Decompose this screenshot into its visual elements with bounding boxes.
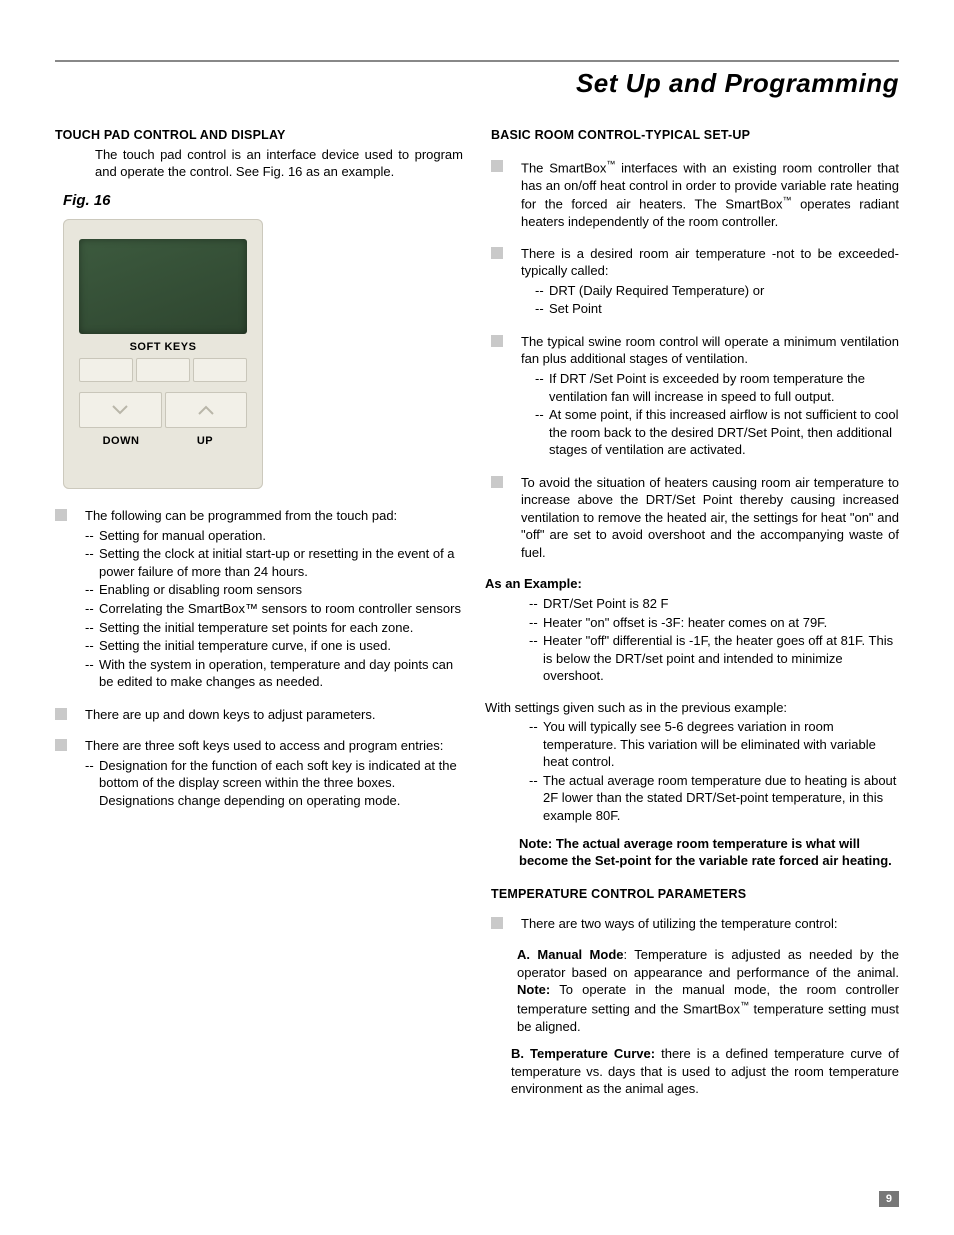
- dash-item: Designation for the function of each sof…: [85, 757, 463, 810]
- right-section-heading: BASIC ROOM CONTROL-TYPICAL SET-UP: [491, 127, 899, 144]
- bullet-block: There are two ways of utilizing the temp…: [491, 915, 899, 933]
- dash-item: Setting for manual operation.: [85, 527, 463, 545]
- right-column: BASIC ROOM CONTROL-TYPICAL SET-UP The Sm…: [491, 127, 899, 1108]
- example-list: DRT/Set Point is 82 F Heater "on" offset…: [529, 595, 899, 685]
- touchpad-screen: [79, 239, 247, 334]
- chevron-up-icon: [197, 404, 215, 416]
- bullet-body: To avoid the situation of heaters causin…: [521, 474, 899, 562]
- down-up-labels: DOWN UP: [79, 434, 247, 449]
- square-bullet-icon: [55, 708, 67, 720]
- softkeys-row: [79, 358, 247, 382]
- mode-a-label: A. Manual Mode: [517, 947, 624, 962]
- bullet-lead: There are three soft keys used to access…: [85, 738, 443, 753]
- bullet-block: The following can be programmed from the…: [55, 507, 463, 691]
- softkey: [79, 358, 133, 382]
- dash-item: Setting the initial temperature set poin…: [85, 619, 463, 637]
- left-intro: The touch pad control is an interface de…: [95, 146, 463, 181]
- left-column: TOUCH PAD CONTROL AND DISPLAY The touch …: [55, 127, 463, 1108]
- arrow-keys-row: [79, 392, 247, 428]
- bullet-lead: There is a desired room air temperature …: [521, 246, 899, 279]
- settings-list: You will typically see 5-6 degrees varia…: [529, 718, 899, 824]
- dash-list: Setting for manual operation. Setting th…: [85, 527, 463, 691]
- columns: TOUCH PAD CONTROL AND DISPLAY The touch …: [55, 127, 899, 1108]
- temp-params-heading: TEMPERATURE CONTROL PARAMETERS: [491, 886, 899, 903]
- example-heading: As an Example:: [485, 575, 899, 593]
- dash-list: DRT (Daily Required Temperature) or Set …: [535, 282, 899, 318]
- square-bullet-icon: [55, 509, 67, 521]
- dash-item: Setting the clock at initial start-up or…: [85, 545, 463, 580]
- square-bullet-icon: [55, 739, 67, 751]
- left-section-heading: TOUCH PAD CONTROL AND DISPLAY: [55, 127, 463, 144]
- note-block: Note: The actual average room temperatur…: [519, 835, 899, 870]
- dash-item: Correlating the SmartBox™ sensors to roo…: [85, 600, 463, 618]
- chevron-down-icon: [111, 404, 129, 416]
- softkeys-label: SOFT KEYS: [79, 340, 247, 355]
- square-bullet-icon: [491, 247, 503, 259]
- dash-list: If DRT /Set Point is exceeded by room te…: [535, 370, 899, 459]
- bullet-lead: To avoid the situation of heaters causin…: [521, 475, 899, 560]
- dash-item: With the system in operation, temperatur…: [85, 656, 463, 691]
- square-bullet-icon: [491, 160, 503, 172]
- dash-item: If DRT /Set Point is exceeded by room te…: [535, 370, 899, 405]
- bullet-body: The SmartBox™ interfaces with an existin…: [521, 158, 899, 231]
- mode-b-paragraph: B. Temperature Curve: there is a defined…: [511, 1045, 899, 1098]
- bullet-lead: There are up and down keys to adjust par…: [85, 707, 376, 722]
- mode-b-label: B. Temperature Curve:: [511, 1046, 655, 1061]
- dash-list: Designation for the function of each sof…: [85, 757, 463, 810]
- bullet-block: The typical swine room control will oper…: [491, 333, 899, 460]
- bullet-body: The following can be programmed from the…: [85, 507, 463, 691]
- touchpad-illustration: SOFT KEYS DOWN UP: [63, 219, 263, 489]
- square-bullet-icon: [491, 476, 503, 488]
- settings-lead: With settings given such as in the previ…: [485, 699, 899, 717]
- bullet-body: The typical swine room control will oper…: [521, 333, 899, 460]
- page-number: 9: [879, 1191, 899, 1207]
- up-key: [165, 392, 248, 428]
- softkey: [193, 358, 247, 382]
- bullet-body: There are three soft keys used to access…: [85, 737, 463, 810]
- dash-item: DRT/Set Point is 82 F: [529, 595, 899, 613]
- square-bullet-icon: [491, 335, 503, 347]
- bullet-body: There is a desired room air temperature …: [521, 245, 899, 319]
- bullet-lead: The following can be programmed from the…: [85, 508, 397, 523]
- dash-item: Heater "on" offset is -3F: heater comes …: [529, 614, 899, 632]
- down-label: DOWN: [79, 434, 163, 449]
- dash-item: You will typically see 5-6 degrees varia…: [529, 718, 899, 771]
- up-label: UP: [163, 434, 247, 449]
- dash-item: DRT (Daily Required Temperature) or: [535, 282, 899, 300]
- trademark-icon: ™: [740, 1000, 749, 1010]
- bullet-block: There are up and down keys to adjust par…: [55, 706, 463, 724]
- mode-a-note-label: Note:: [517, 982, 550, 997]
- dash-item: Set Point: [535, 300, 899, 318]
- figure-label: Fig. 16: [63, 191, 463, 211]
- bullet-block: To avoid the situation of heaters causin…: [491, 474, 899, 562]
- bullet-block: The SmartBox™ interfaces with an existin…: [491, 158, 899, 231]
- softkey: [136, 358, 190, 382]
- dash-item: At some point, if this increased airflow…: [535, 406, 899, 459]
- bullet-lead: The typical swine room control will oper…: [521, 334, 899, 367]
- bullet-lead: There are two ways of utilizing the temp…: [521, 916, 837, 931]
- bullet-block: There is a desired room air temperature …: [491, 245, 899, 319]
- dash-item: Setting the initial temperature curve, i…: [85, 637, 463, 655]
- dash-item: Heater "off" differential is -1F, the he…: [529, 632, 899, 685]
- top-rule: [55, 60, 899, 62]
- page-title: Set Up and Programming: [55, 68, 899, 99]
- square-bullet-icon: [491, 917, 503, 929]
- manual-page: Set Up and Programming TOUCH PAD CONTROL…: [0, 0, 954, 1235]
- bullet-block: There are three soft keys used to access…: [55, 737, 463, 810]
- bullet-body: There are up and down keys to adjust par…: [85, 706, 463, 724]
- dash-item: Enabling or disabling room sensors: [85, 581, 463, 599]
- down-key: [79, 392, 162, 428]
- dash-item: The actual average room temperature due …: [529, 772, 899, 825]
- bullet-body: There are two ways of utilizing the temp…: [521, 915, 899, 933]
- mode-a-paragraph: A. Manual Mode: Temperature is adjusted …: [517, 946, 899, 1035]
